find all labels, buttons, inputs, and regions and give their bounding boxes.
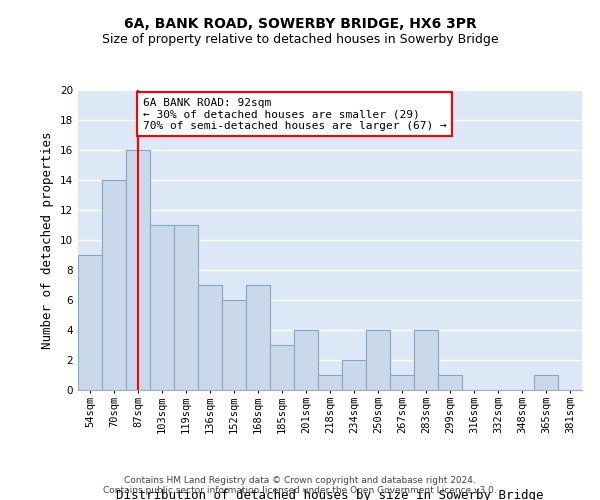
Bar [294,330,318,390]
Text: Contains HM Land Registry data © Crown copyright and database right 2024.
Contai: Contains HM Land Registry data © Crown c… [103,476,497,495]
Bar [438,375,462,390]
Bar [366,330,390,390]
Text: Size of property relative to detached houses in Sowerby Bridge: Size of property relative to detached ho… [101,32,499,46]
Y-axis label: Number of detached properties: Number of detached properties [41,131,55,349]
Bar [342,360,366,390]
Bar [78,255,102,390]
Text: 6A BANK ROAD: 92sqm
← 30% of detached houses are smaller (29)
70% of semi-detach: 6A BANK ROAD: 92sqm ← 30% of detached ho… [143,98,446,130]
Bar [150,225,174,390]
Bar [198,285,222,390]
Bar [126,150,150,390]
Bar [390,375,414,390]
Bar [414,330,438,390]
X-axis label: Distribution of detached houses by size in Sowerby Bridge: Distribution of detached houses by size … [116,488,544,500]
Text: 6A, BANK ROAD, SOWERBY BRIDGE, HX6 3PR: 6A, BANK ROAD, SOWERBY BRIDGE, HX6 3PR [124,18,476,32]
Bar [102,180,126,390]
Bar [318,375,342,390]
Bar [174,225,198,390]
Bar [534,375,558,390]
Bar [270,345,294,390]
Bar [246,285,270,390]
Bar [222,300,246,390]
